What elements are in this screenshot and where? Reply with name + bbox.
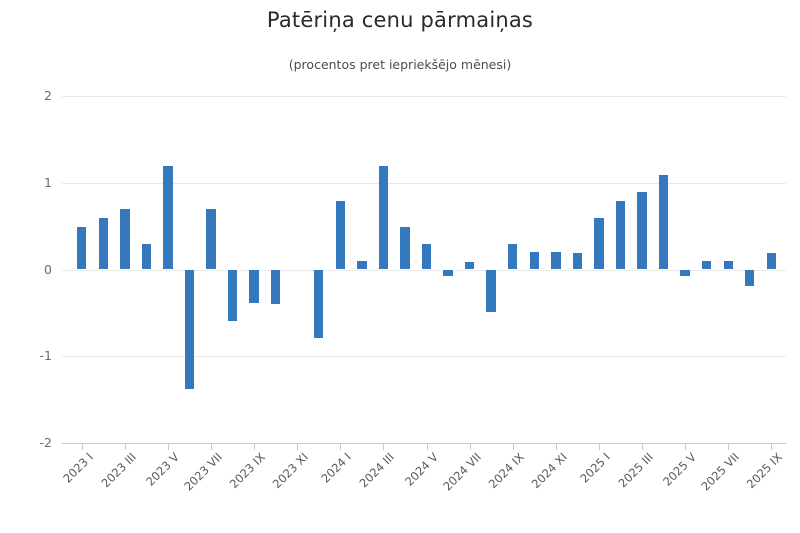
bar[interactable]: [615, 200, 626, 270]
bar[interactable]: [680, 269, 690, 276]
bar[interactable]: [400, 226, 410, 270]
bar[interactable]: [163, 166, 173, 270]
bar[interactable]: [637, 192, 647, 270]
x-axis-tick: [124, 443, 126, 450]
bar[interactable]: [378, 166, 389, 270]
x-axis-tick: [555, 443, 557, 450]
x-axis-tick: [685, 443, 687, 450]
y-axis-tick-label: -1: [39, 348, 52, 364]
x-axis-tick-label: 2025 III: [615, 450, 656, 491]
x-axis-tick-label: 2024 I: [318, 450, 355, 486]
bar[interactable]: [271, 269, 281, 305]
x-axis-tick-label: 2023 III: [98, 450, 139, 491]
plot-area: [62, 96, 786, 444]
x-axis-tick-label: 2023 XI: [269, 450, 312, 492]
y-axis-tick-label: 0: [44, 261, 52, 277]
bar[interactable]: [766, 253, 776, 270]
y-axis-tick-label: -2: [39, 435, 52, 450]
gridline: [62, 182, 786, 184]
bar[interactable]: [745, 269, 755, 286]
x-axis-tick-label: 2024 V: [401, 450, 441, 489]
bar[interactable]: [184, 269, 195, 390]
zero-gridline: [62, 269, 786, 271]
x-axis-tick: [297, 443, 299, 450]
bar[interactable]: [120, 208, 130, 270]
x-axis-tick: [340, 443, 342, 450]
gridline: [62, 96, 786, 97]
x-axis-tick-label: 2024 XI: [528, 450, 570, 492]
bar[interactable]: [594, 218, 604, 270]
x-axis-tick-label: 2025 IX: [744, 450, 786, 492]
bar[interactable]: [464, 261, 475, 270]
x-axis-tick-label: 2023 V: [143, 450, 182, 489]
bar[interactable]: [529, 252, 539, 270]
x-axis-tick: [771, 443, 773, 450]
x-axis-tick: [211, 443, 213, 450]
x-axis-tick: [512, 443, 514, 450]
bar[interactable]: [335, 200, 346, 270]
x-axis-tick: [642, 443, 643, 450]
bar[interactable]: [357, 260, 367, 270]
x-axis-tick-label: 2023 I: [60, 450, 96, 486]
y-axis-tick-label: 2: [44, 88, 52, 103]
x-axis-line: [62, 443, 786, 444]
bar[interactable]: [723, 260, 733, 270]
x-axis-tick: [167, 443, 169, 450]
bar[interactable]: [421, 244, 432, 270]
chart-title: Patēriņa cenu pārmaiņas: [266, 8, 534, 32]
bar[interactable]: [314, 269, 324, 339]
bar[interactable]: [443, 269, 453, 277]
bar[interactable]: [77, 226, 87, 270]
x-axis-tick-label: 2024 VII: [439, 450, 484, 494]
bar[interactable]: [98, 218, 108, 270]
x-axis-tick: [383, 443, 385, 450]
x-axis-tick-label: 2023 VII: [181, 450, 225, 494]
x-axis-tick-label: 2024 III: [356, 450, 398, 491]
y-axis-tick-label: 1: [44, 174, 52, 190]
x-axis-tick-label: 2025 V: [660, 450, 699, 489]
x-axis-tick: [426, 443, 428, 450]
x-axis-tick: [254, 443, 256, 450]
bar[interactable]: [141, 244, 152, 270]
gridline: [62, 356, 786, 358]
bar[interactable]: [572, 253, 583, 270]
x-axis-tick-label: 2025 I: [577, 450, 613, 486]
bar[interactable]: [206, 208, 216, 270]
bar[interactable]: [508, 244, 518, 270]
bar[interactable]: [486, 269, 496, 312]
chart-subtitle: (procentos pret iepriekšējo mēnesi): [288, 57, 512, 72]
bar[interactable]: [249, 269, 259, 304]
x-axis-tick-label: 2023 IX: [226, 450, 269, 492]
x-axis-tick: [728, 443, 730, 450]
bar[interactable]: [551, 252, 561, 270]
x-axis-tick: [81, 443, 83, 450]
x-axis-tick: [469, 443, 471, 450]
x-axis-tick-label: 2024 IX: [485, 450, 527, 492]
x-axis-tick-label: 2025 VII: [698, 450, 743, 494]
x-axis-tick: [598, 443, 600, 450]
bar[interactable]: [658, 174, 669, 270]
bar[interactable]: [701, 260, 712, 270]
bar[interactable]: [227, 269, 238, 321]
